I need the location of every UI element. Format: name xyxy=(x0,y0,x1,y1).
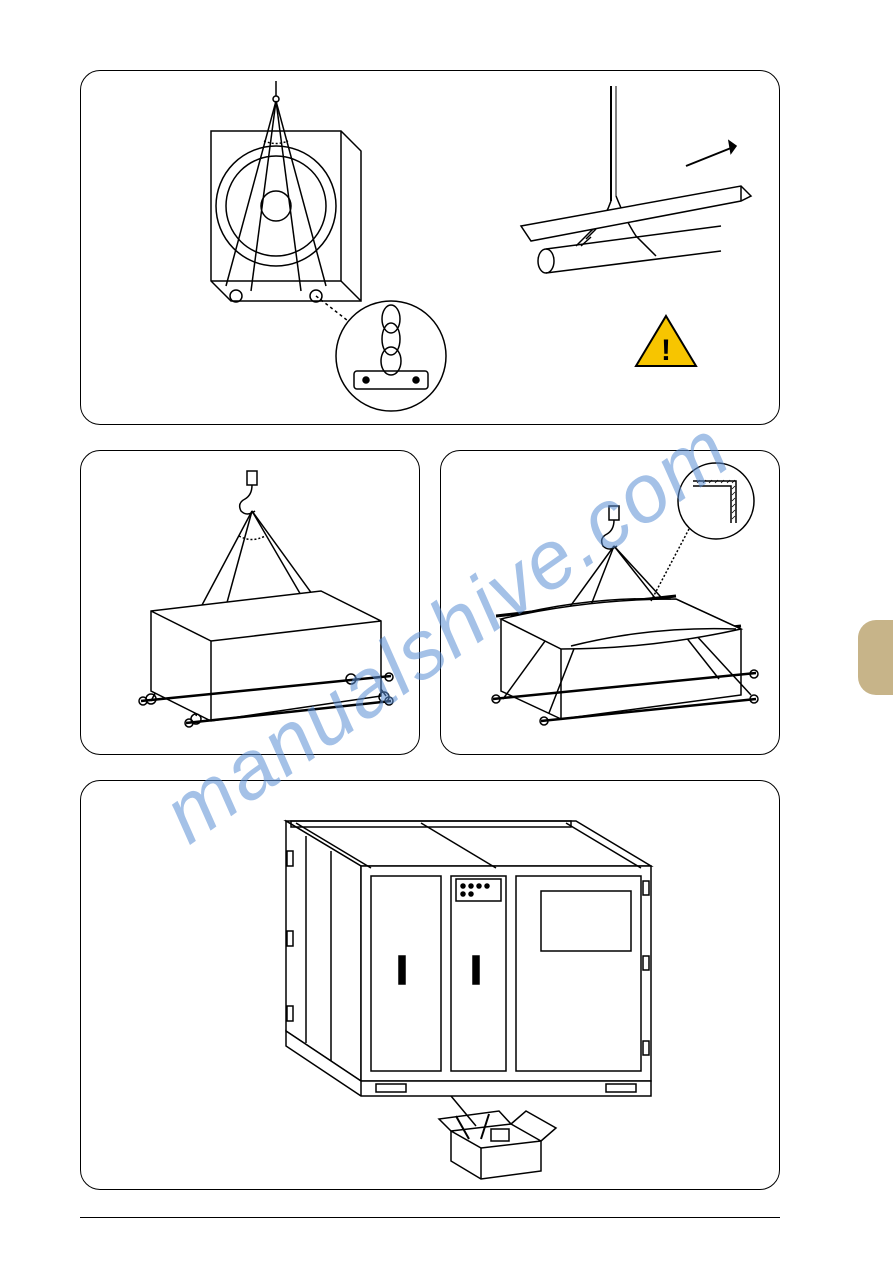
diagram-panel-lifting-slings: ! xyxy=(80,70,780,425)
footer-divider xyxy=(80,1217,780,1218)
page-side-tab xyxy=(858,620,893,695)
diagram-panel-box-lifting-simple xyxy=(80,450,420,755)
diagram-panel-box-lifting-spreader xyxy=(440,450,780,755)
lifting-diagram-svg: ! xyxy=(81,71,781,426)
svg-text:!: ! xyxy=(661,334,671,367)
box-lifting-svg xyxy=(81,451,421,756)
packaged-unit-svg xyxy=(81,781,781,1191)
diagram-panel-packaged-unit xyxy=(80,780,780,1190)
warning-icon: ! xyxy=(636,316,696,367)
box-lifting-spreader-svg xyxy=(441,451,781,756)
